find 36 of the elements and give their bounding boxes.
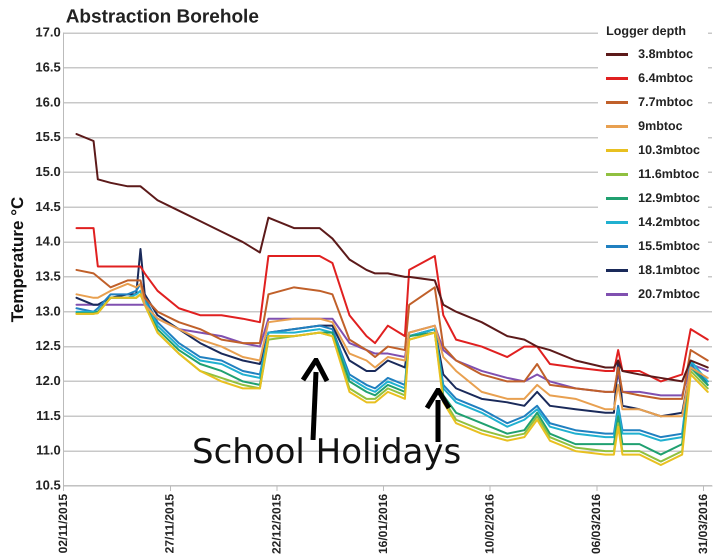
legend-label: 20.7mbtoc [638, 287, 700, 301]
x-tick-label: 22/12/2015 [269, 494, 284, 554]
legend-label: 7.7mbtoc [638, 95, 694, 109]
y-tick-label: 12.0 [35, 372, 61, 388]
y-tick-label: 13.5 [35, 268, 61, 284]
legend-label: 9mbtoc [638, 119, 683, 133]
y-tick-label: 14.5 [35, 198, 61, 214]
y-tick-label: 15.5 [35, 129, 61, 144]
x-tick-label: 31/03/2016 [696, 494, 710, 554]
legend-label: 11.6mbtoc [638, 167, 700, 181]
annotation: School Holidays [192, 432, 462, 472]
legend-label: 6.4mbtoc [638, 71, 694, 85]
x-tick-label: 10/02/2016 [482, 494, 497, 554]
y-tick-label: 17.0 [35, 24, 61, 40]
x-tick-label: 16/01/2016 [376, 494, 390, 554]
y-tick-label: 14.0 [35, 234, 61, 249]
legend-label: 12.9mbtoc [638, 191, 700, 205]
y-tick-label: 15.0 [35, 164, 61, 179]
y-axis-title: Temperature °C [8, 196, 27, 322]
y-tick-label: 11.0 [36, 442, 61, 458]
y-tick-label: 12.5 [35, 338, 61, 354]
legend-label: 10.3mbtoc [638, 143, 700, 157]
x-tick-label: 02/11/2015 [56, 494, 70, 554]
legend-title: Logger depth [606, 24, 688, 38]
y-tick-label: 11.5 [36, 408, 61, 423]
x-tick-label: 06/03/2016 [589, 494, 604, 554]
legend-label: 15.5mbtoc [638, 239, 700, 253]
legend-label: 18.1mbtoc [638, 263, 700, 277]
legend-label: 3.8mbtoc [638, 47, 694, 61]
y-tick-label: 10.5 [35, 478, 61, 493]
x-tick-label: 27/11/2015 [162, 494, 177, 554]
y-tick-label: 13.0 [35, 303, 61, 318]
legend-label: 14.2mbtoc [638, 215, 700, 229]
chart-title: Abstraction Borehole [66, 6, 259, 28]
y-tick-label: 16.5 [35, 59, 61, 74]
y-tick-label: 16.0 [35, 94, 61, 110]
